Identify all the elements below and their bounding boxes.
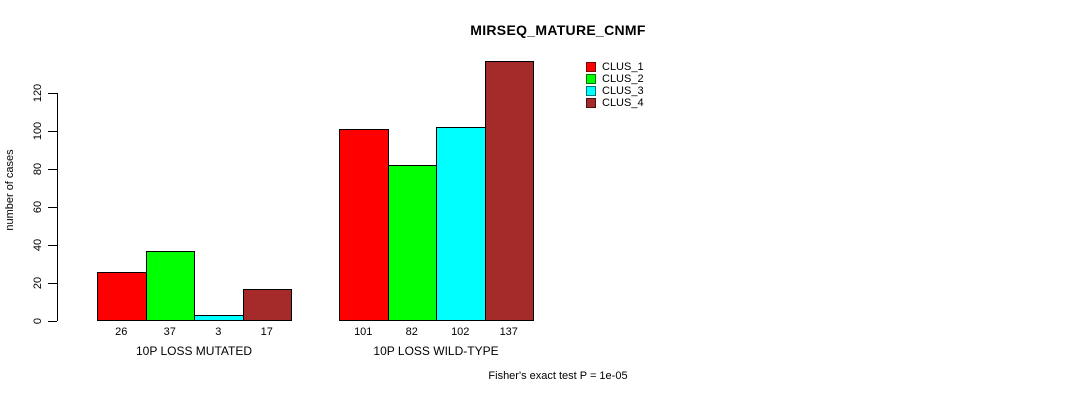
y-tick-mark [48,206,57,208]
legend-item: CLUS_2 [586,73,644,85]
bar-value-label: 17 [260,326,273,338]
legend-item: CLUS_1 [586,61,644,73]
chart-title: MIRSEQ_MATURE_CNMF [470,22,646,38]
fisher-test-annotation: Fisher's exact test P = 1e-05 [488,370,628,382]
legend-label: CLUS_2 [602,73,644,85]
bar-clus_4 [242,289,292,321]
y-tick-label: 120 [32,83,44,103]
y-tick-label: 40 [32,238,44,252]
y-tick-mark [48,130,57,132]
y-tick-label: 20 [32,276,44,290]
legend: CLUS_1 CLUS_2 CLUS_3 CLUS_4 [586,61,644,109]
group-label: 10P LOSS MUTATED [135,344,253,358]
bar-clus_4 [484,61,534,321]
legend-label: CLUS_1 [602,61,644,73]
bar-value-label: 102 [451,326,470,338]
bar-value-label: 26 [115,326,128,338]
y-tick-label: 100 [32,121,44,141]
y-tick-mark [48,282,57,284]
bar-clus_1 [97,272,147,321]
bar-value-label: 82 [405,326,418,338]
y-tick-mark [48,92,57,94]
bar-clus_2 [387,165,437,321]
legend-swatch-clus_3 [586,86,596,96]
bar-value-label: 137 [499,326,518,338]
bar-value-label: 37 [163,326,176,338]
legend-swatch-clus_1 [586,62,596,72]
bar-value-label: 3 [215,326,222,338]
legend-swatch-clus_2 [586,74,596,84]
bar-value-label: 101 [354,326,373,338]
group-label: 10P LOSS WILD-TYPE [373,344,499,358]
legend-label: CLUS_4 [602,97,644,109]
y-tick-mark [48,320,57,322]
legend-label: CLUS_3 [602,85,644,97]
y-tick-mark [48,168,57,170]
y-tick-mark [48,244,57,246]
y-tick-label: 80 [32,162,44,176]
bar-clus_3 [194,315,244,321]
legend-item: CLUS_4 [586,97,644,109]
y-tick-label: 60 [32,200,44,214]
y-tick-label: 0 [32,317,44,325]
legend-swatch-clus_4 [586,98,596,108]
y-axis-title: number of cases [4,149,16,231]
bar-clus_1 [339,129,389,321]
y-axis-line [57,93,58,321]
bar-clus_2 [145,251,195,321]
bar-clus_3 [436,127,486,321]
legend-item: CLUS_3 [586,85,644,97]
